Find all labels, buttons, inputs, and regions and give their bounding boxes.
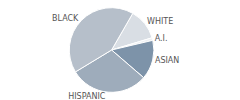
svg-text:BLACK: BLACK — [52, 14, 79, 23]
svg-text:ASIAN: ASIAN — [155, 56, 179, 65]
svg-text:WHITE: WHITE — [147, 17, 173, 26]
svg-text:A.I.: A.I. — [155, 34, 168, 43]
svg-text:HISPANIC: HISPANIC — [68, 92, 106, 100]
